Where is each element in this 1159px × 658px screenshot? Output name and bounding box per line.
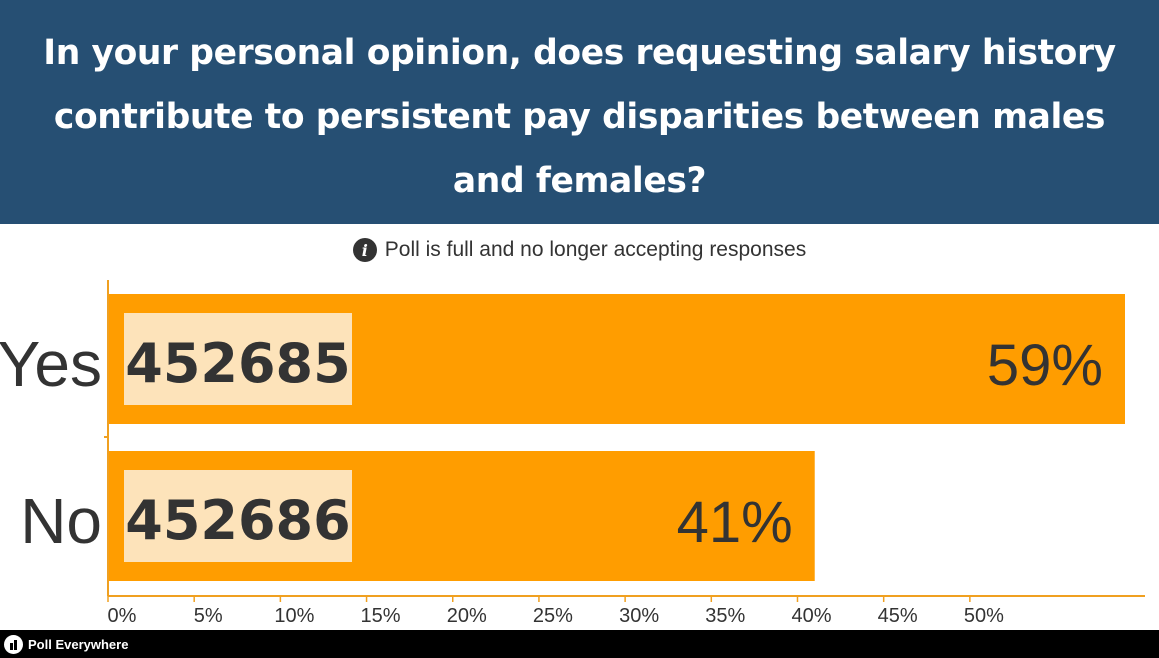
footer-bar: Poll Everywhere: [0, 630, 1159, 658]
poll-question: In your personal opinion, does requestin…: [43, 33, 1116, 201]
poll-everywhere-logo-icon: [4, 634, 23, 654]
x-tick-label: 25%: [533, 605, 573, 627]
response-code: 452686: [125, 489, 350, 552]
x-tick-label: 40%: [791, 605, 831, 627]
footer-brand: Poll Everywhere: [28, 636, 129, 652]
x-tick-label: 45%: [878, 605, 918, 627]
response-code-box: [124, 313, 352, 405]
results-bar-chart: Yes 452685 59% No 452686 41% 0% 5% 10% 15% 20% 25% 3…: [0, 280, 1145, 627]
poll-status-text: Poll is full and no longer accepting res…: [384, 238, 807, 261]
poll-status: i Poll is full and no longer accepting r…: [0, 234, 1159, 266]
x-tick-label: 10%: [274, 605, 314, 627]
response-code: 452685: [125, 332, 350, 395]
x-tick-label: 0%: [108, 605, 137, 627]
value-label: 59%: [987, 333, 1103, 398]
info-icon: i: [352, 238, 377, 262]
x-tick-label: 35%: [705, 605, 745, 627]
question-header: In your personal opinion, does requestin…: [0, 0, 1159, 224]
category-label: No: [20, 485, 102, 557]
x-tick-label: 5%: [194, 605, 223, 627]
response-code-box: [124, 470, 352, 562]
x-tick-label: 20%: [447, 605, 487, 627]
x-tick-label: 15%: [361, 605, 401, 627]
category-label: Yes: [0, 328, 102, 400]
x-tick-label: 30%: [619, 605, 659, 627]
value-label: 41%: [677, 490, 793, 555]
x-tick-label: 50%: [964, 605, 1004, 627]
